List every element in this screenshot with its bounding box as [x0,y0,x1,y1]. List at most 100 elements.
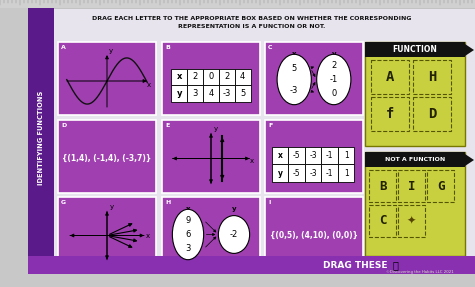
Text: x: x [292,51,296,57]
Text: 5: 5 [292,64,297,73]
Text: -3: -3 [223,89,231,98]
Ellipse shape [218,216,250,253]
Text: C: C [268,45,273,50]
Bar [265,197,363,270]
Text: IDENTIFYING FUNCTIONS: IDENTIFYING FUNCTIONS [38,91,44,185]
Bar [171,85,187,102]
Text: 4: 4 [240,72,245,81]
Text: C: C [379,214,386,228]
Bar [365,42,465,146]
Ellipse shape [277,54,311,105]
Text: 5: 5 [240,89,245,98]
Bar [219,85,235,102]
Bar [203,69,219,85]
Polygon shape [465,154,474,166]
Text: 4: 4 [209,89,214,98]
Text: F: F [268,123,272,128]
Text: x: x [250,158,254,164]
Text: -2: -2 [230,230,238,239]
Text: -1: -1 [326,168,333,178]
Bar [305,147,322,164]
Bar [265,42,363,115]
Text: ✋: ✋ [392,260,398,270]
Text: x: x [146,82,151,88]
Bar [162,120,260,193]
Bar [265,120,363,193]
Bar [187,69,203,85]
Bar [171,69,187,85]
Text: -1: -1 [326,151,333,160]
Text: 2: 2 [192,72,198,81]
Text: D: D [428,107,436,121]
Text: -5: -5 [293,168,300,178]
Text: 2: 2 [224,72,229,81]
Bar [398,205,425,237]
Bar [413,97,451,131]
Text: 6: 6 [185,230,190,239]
Text: y: y [110,203,114,210]
Ellipse shape [172,209,204,260]
Text: 0: 0 [331,89,336,98]
Text: y: y [109,48,113,54]
Bar [288,164,305,182]
Text: x: x [177,72,182,81]
Text: -3: -3 [309,151,317,160]
Text: x: x [146,233,150,239]
Bar [322,164,338,182]
Text: REPRESENTATION IS A FUNCTION OR NOT.: REPRESENTATION IS A FUNCTION OR NOT. [178,24,326,30]
Text: FUNCTION: FUNCTION [392,45,437,54]
Polygon shape [465,44,474,56]
Text: {(1,4), (-1,4), (-3,7)}: {(1,4), (-1,4), (-3,7)} [62,154,152,163]
Text: x: x [277,151,283,160]
Bar [28,8,54,268]
Bar [272,164,288,182]
Text: {(0,5), (4,10), (0,0)}: {(0,5), (4,10), (0,0)} [270,231,358,240]
Text: y: y [177,89,182,98]
Text: NOT A FUNCTION: NOT A FUNCTION [385,157,445,162]
Bar [235,69,251,85]
Bar [365,42,465,57]
Text: -3: -3 [290,86,298,95]
Text: DRAG THESE: DRAG THESE [323,261,387,269]
Text: y: y [232,206,237,212]
Bar [203,85,219,102]
Text: H: H [165,200,170,205]
Text: -1: -1 [330,75,338,84]
Text: 3: 3 [192,89,198,98]
Text: -5: -5 [293,151,300,160]
Bar [58,120,156,193]
Ellipse shape [317,54,351,105]
Text: 0: 0 [209,72,214,81]
Text: B: B [165,45,170,50]
Bar [288,147,305,164]
Text: I: I [408,179,415,193]
Bar [305,164,322,182]
Bar [338,164,354,182]
Bar [0,0,475,8]
Text: f: f [386,107,394,121]
Bar [58,197,156,270]
Text: 1: 1 [344,151,349,160]
Bar [58,42,156,115]
Bar [427,170,454,202]
Text: D: D [61,123,66,128]
Bar [365,152,465,167]
Text: B: B [379,179,386,193]
Text: 1: 1 [344,168,349,178]
Bar [219,69,235,85]
Bar [398,170,425,202]
Bar [187,85,203,102]
Bar [338,147,354,164]
Text: y: y [277,168,283,178]
Bar [369,170,396,202]
Text: 3: 3 [185,245,190,253]
Text: H: H [428,70,436,84]
Text: G: G [61,200,66,205]
Bar [28,256,475,274]
Bar [235,85,251,102]
Text: ✦: ✦ [407,216,416,226]
Text: A: A [386,70,394,84]
Text: 2: 2 [331,61,336,70]
Bar [162,197,260,270]
Text: y: y [214,126,218,132]
